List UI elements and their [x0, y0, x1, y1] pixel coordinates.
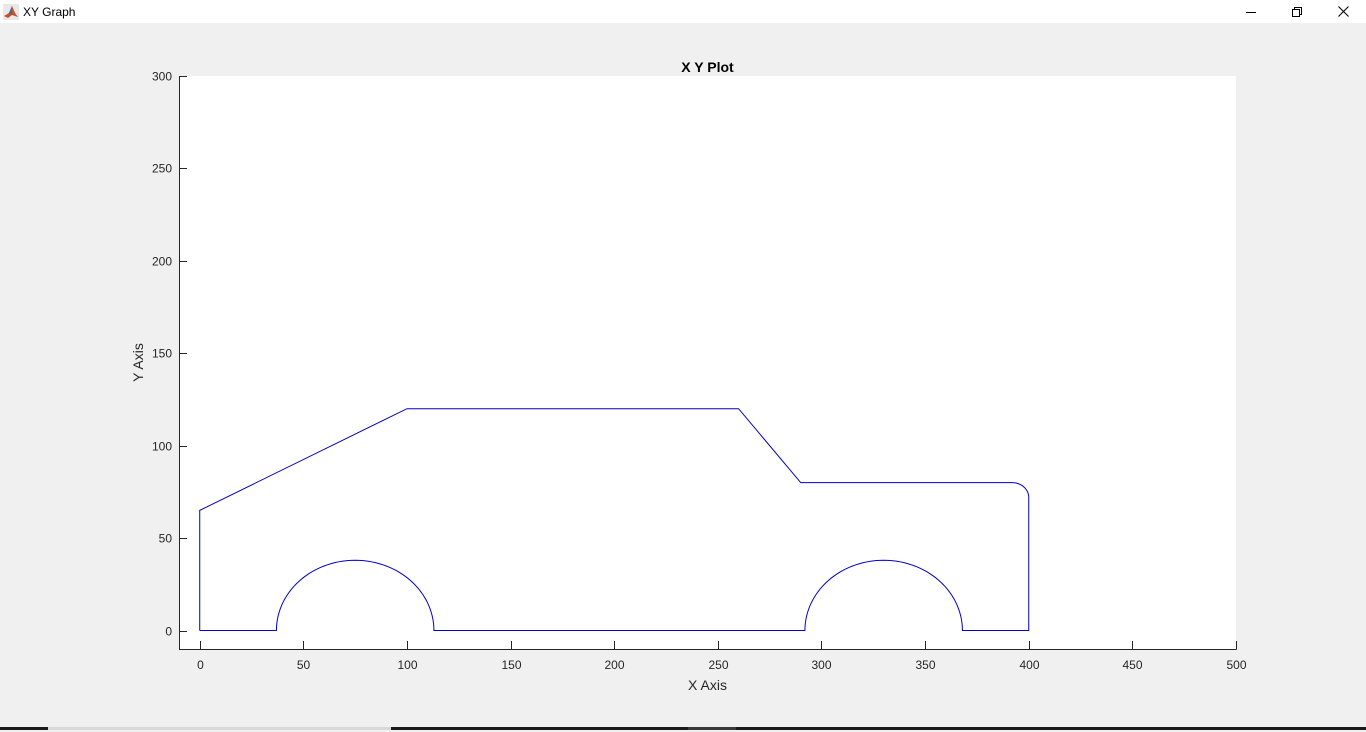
x-tick-label: 250: [708, 658, 728, 672]
plot-background: [179, 76, 1236, 649]
x-tick-label: 0: [197, 658, 204, 672]
y-tick-label: 300: [152, 70, 172, 84]
y-tick-label: 50: [159, 532, 173, 546]
y-tick-label: 200: [152, 255, 172, 269]
restore-button[interactable]: [1274, 0, 1320, 23]
x-tick-label: 100: [397, 658, 417, 672]
restore-icon: [1292, 6, 1302, 17]
y-tick-label: 250: [152, 162, 172, 176]
chart-area: 0 50 100 150 200 250 300 0 50 100 150 200 250 300 350…: [0, 23, 1366, 727]
window-titlebar[interactable]: XY Graph: [0, 0, 1366, 23]
chart-title: X Y Plot: [681, 59, 734, 75]
y-tick-label: 0: [165, 625, 172, 639]
series-line: [199, 408, 1030, 632]
window-controls: [1228, 0, 1366, 23]
x-tick-label: 50: [297, 658, 311, 672]
y-axis-ticks: 0 50 100 150 200 250 300: [152, 70, 187, 639]
y-tick-label: 150: [152, 347, 172, 361]
close-icon: [1337, 6, 1349, 17]
x-tick-label: 450: [1122, 658, 1142, 672]
x-tick-label: 300: [811, 658, 831, 672]
x-tick-label: 350: [915, 658, 935, 672]
window-title: XY Graph: [23, 4, 76, 19]
x-tick-label: 500: [1226, 658, 1246, 672]
close-button[interactable]: [1320, 0, 1366, 23]
taskbar-strip: [0, 727, 1366, 730]
xy-plot: 0 50 100 150 200 250 300 0 50 100 150 200 250 300 350…: [130, 59, 1247, 693]
x-axis-label: X Axis: [688, 677, 727, 693]
x-tick-label: 200: [604, 658, 624, 672]
x-axis-ticks: 0 50 100 150 200 250 300 350 400 450 500: [197, 641, 1247, 672]
y-tick-label: 100: [152, 440, 172, 454]
minimize-button[interactable]: [1228, 0, 1274, 23]
minimize-icon: [1246, 11, 1256, 13]
x-tick-label: 150: [501, 658, 521, 672]
y-axis-label: Y Axis: [130, 343, 146, 382]
x-tick-label: 400: [1019, 658, 1039, 672]
matlab-icon: [3, 3, 19, 20]
